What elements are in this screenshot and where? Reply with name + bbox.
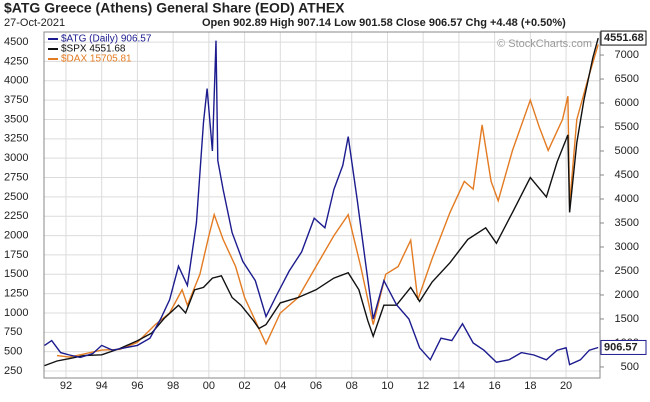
x-tick-label: 20 [560,380,572,392]
x-tick-label: 16 [488,380,500,392]
y-tick-label: 4000 [4,75,28,87]
y2-tick-label: 7000 [615,49,639,61]
price-tag [600,30,647,46]
x-tick-label: 96 [131,380,143,392]
y-tick-label: 250 [4,365,22,377]
y-tick-label: 3250 [4,133,28,145]
x-tick-label: 12 [417,380,429,392]
y-tick-label: 2000 [4,229,28,241]
y2-tick-label: 500 [621,361,639,373]
price-tag-label: 4551.68 [604,32,644,44]
price-tag-label: 906.57 [604,341,638,353]
x-tick-label: 02 [238,380,250,392]
plot-frame [43,31,601,379]
y2-tick-label: 5500 [615,121,639,133]
series-line [44,40,599,366]
y-tick-label: 1500 [4,268,28,280]
legend-label: $DAX 15705.81 [61,54,132,65]
y-tick-label: 2750 [4,171,28,183]
y-tick-label: 2500 [4,191,28,203]
y-tick-label: 1250 [4,288,28,300]
y2-tick-label: 3500 [615,217,639,229]
y2-tick-label: 4000 [615,193,639,205]
price-tag [600,339,647,355]
x-tick-label: 10 [381,380,393,392]
y-tick-label: 3500 [4,113,28,125]
x-tick-label: 94 [96,380,108,392]
series-line [44,37,599,367]
chart-title: $ATG Greece (Athens) General Share (EOD)… [4,0,345,16]
quote: Open 902.89 High 907.14 Low 901.58 Close… [202,17,566,29]
x-tick-label: 00 [203,380,215,392]
y2-tick-label: 4500 [615,169,639,181]
y2-tick-label: 6500 [615,73,639,85]
y2-tick-label: 1500 [615,313,639,325]
x-tick-label: 98 [167,380,179,392]
watermark: © StockCharts.com [497,38,592,50]
y2-tick-label: 5000 [615,145,639,157]
y2-tick-label: 2500 [615,265,639,277]
y-tick-label: 750 [4,326,22,338]
x-tick-label: 06 [310,380,322,392]
y-tick-label: 2250 [4,210,28,222]
x-tick-label: 04 [274,380,286,392]
x-tick-label: 92 [60,380,72,392]
y2-tick-label: 6000 [615,97,639,109]
date: 27-Oct-2021 [4,17,65,29]
x-tick-label: 08 [346,380,358,392]
y-tick-label: 500 [4,346,22,358]
series-line [56,44,599,358]
y2-tick-label: 3000 [615,241,639,253]
y-tick-label: 3750 [4,94,28,106]
y-tick-label: 4500 [4,36,28,48]
x-tick-label: 14 [453,380,465,392]
y-tick-label: 4250 [4,55,28,67]
legend-label: $SPX 4551.68 [61,44,126,55]
x-tick-label: 18 [524,380,536,392]
y2-tick-label: 2000 [615,289,639,301]
legend-label: $ATG (Daily) 906.57 [61,34,152,45]
y-tick-label: 1000 [4,307,28,319]
y-tick-label: 3000 [4,152,28,164]
y-tick-label: 1750 [4,249,28,261]
